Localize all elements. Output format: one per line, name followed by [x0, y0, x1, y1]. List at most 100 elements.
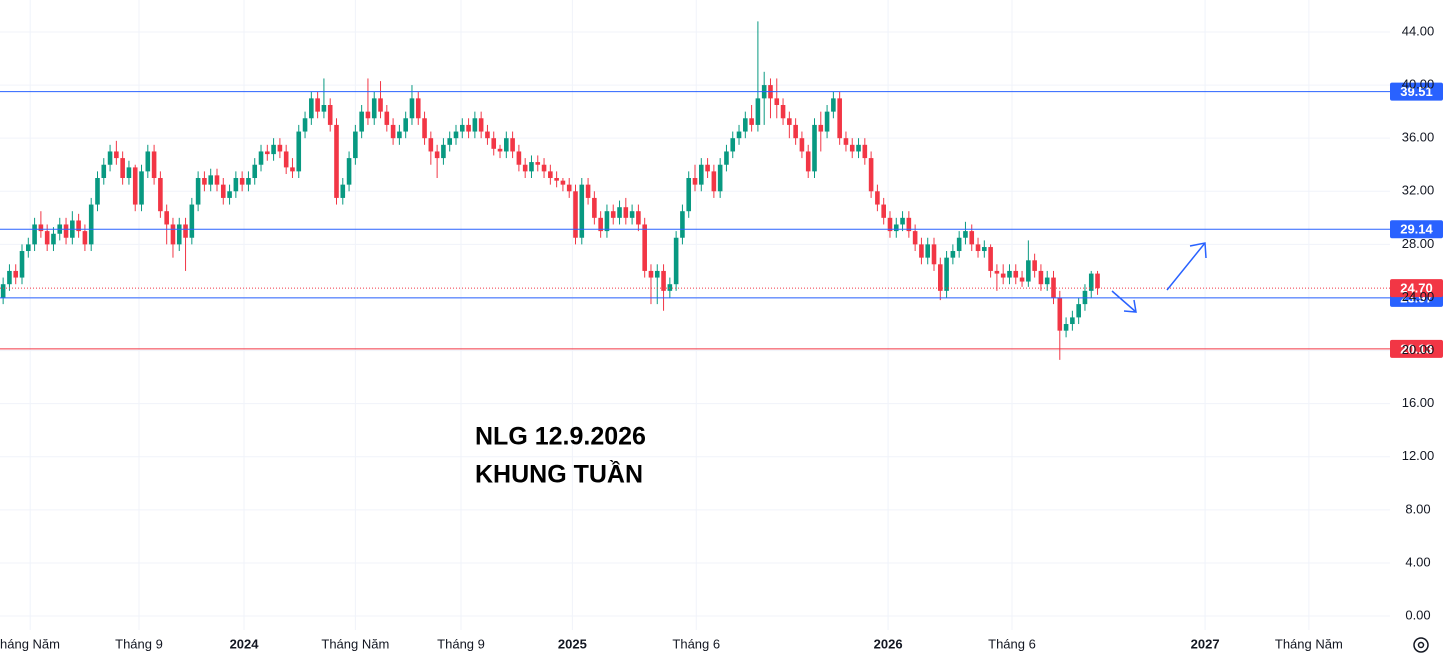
candle-body	[277, 144, 283, 152]
arrow-up	[1166, 242, 1207, 291]
candle-body	[906, 217, 912, 232]
candle-body	[296, 131, 302, 172]
candle-body	[371, 98, 377, 119]
candle-body	[189, 204, 195, 238]
candle-body	[384, 111, 390, 125]
candle-body	[82, 231, 88, 245]
candle-body	[1088, 273, 1094, 291]
candle-body	[680, 211, 685, 238]
candle-body	[283, 151, 289, 168]
candle-body	[856, 144, 861, 152]
candle-body	[516, 151, 522, 165]
x-tick-label: Tháng 9	[115, 636, 163, 651]
level-label: 39.51	[1400, 84, 1433, 99]
level-label: 29.14	[1400, 222, 1433, 237]
candle-body	[170, 224, 176, 245]
candle-body	[912, 231, 918, 245]
candle-body	[1095, 273, 1100, 289]
candle-body	[107, 151, 113, 165]
candle-body	[686, 178, 692, 212]
candle-body	[176, 224, 182, 245]
candle-body	[365, 111, 371, 119]
annotation: NLG 12.9.2026	[475, 423, 646, 451]
candle-body	[893, 224, 899, 232]
candle-body	[1032, 260, 1037, 271]
candle-body	[233, 178, 239, 192]
candle-body	[799, 138, 805, 152]
candle-body	[441, 144, 446, 159]
candle-body	[843, 138, 849, 145]
candle-body	[422, 118, 427, 139]
candle-body	[271, 144, 276, 155]
candle-body	[1000, 273, 1006, 278]
candle-body	[698, 164, 704, 185]
settings-icon[interactable]	[1413, 637, 1429, 653]
candle-body	[504, 138, 509, 152]
candle-body	[1007, 270, 1012, 278]
candle-body	[340, 184, 346, 198]
candle-body	[359, 111, 364, 132]
y-tick-label: 36.00	[1402, 130, 1435, 145]
y-tick-label: 32.00	[1402, 183, 1435, 198]
candle-body	[397, 131, 402, 139]
candle-body	[63, 224, 69, 238]
candle-body	[0, 284, 6, 298]
candle-body	[982, 247, 987, 252]
candle-body	[38, 224, 44, 232]
candle-body	[183, 224, 188, 238]
x-tick-label: 2026	[874, 636, 903, 651]
candle-body	[1026, 260, 1031, 282]
candle-body	[717, 164, 723, 192]
candle-body	[415, 98, 421, 119]
candle-body	[428, 138, 434, 152]
candle-body	[126, 167, 132, 179]
candle-body	[705, 164, 710, 172]
settings-ring[interactable]	[1413, 637, 1429, 653]
candle-body	[220, 184, 226, 198]
candle-body	[805, 151, 811, 172]
candle-body	[309, 98, 314, 119]
candle-body	[485, 131, 490, 139]
candle-body	[158, 178, 163, 212]
candle-body	[831, 98, 836, 112]
level-label-box	[1390, 279, 1443, 298]
settings-center[interactable]	[1417, 641, 1425, 649]
candle-body	[164, 211, 169, 225]
candle-body	[849, 144, 855, 152]
candle-body	[724, 151, 729, 165]
candle-body	[887, 217, 893, 232]
candle-body	[592, 197, 597, 218]
candle-body	[19, 251, 25, 278]
candle-body	[32, 224, 37, 245]
x-tick-label: Tháng 9	[437, 636, 485, 651]
candle-body	[478, 118, 484, 132]
level-label-box	[1390, 220, 1443, 239]
candle-body	[925, 244, 931, 258]
y-tick-label: 0.00	[1405, 607, 1430, 622]
candle-body	[13, 270, 19, 278]
candle-body	[390, 124, 396, 139]
candles	[0, 21, 1100, 360]
candle-body	[51, 233, 56, 245]
candle-body	[327, 105, 333, 125]
candle-body	[151, 151, 157, 179]
level-label-box	[1390, 82, 1443, 101]
candle-body	[617, 207, 622, 218]
candle-body	[774, 98, 780, 105]
candle-body	[353, 131, 358, 159]
x-tick-label: Tháng 6	[672, 636, 720, 651]
candle-body	[453, 131, 459, 139]
candle-body	[937, 264, 943, 291]
y-tick-label: 40.00	[1402, 77, 1435, 92]
candle-body	[585, 184, 591, 198]
candle-body	[824, 111, 830, 132]
candle-body	[868, 158, 874, 192]
candle-body	[975, 244, 981, 252]
candle-body	[950, 251, 956, 258]
candle-body	[302, 118, 308, 132]
x-tick-label: 2024	[230, 636, 260, 651]
candle-body	[76, 220, 81, 232]
candle-body	[7, 270, 12, 285]
candle-body	[610, 211, 616, 218]
